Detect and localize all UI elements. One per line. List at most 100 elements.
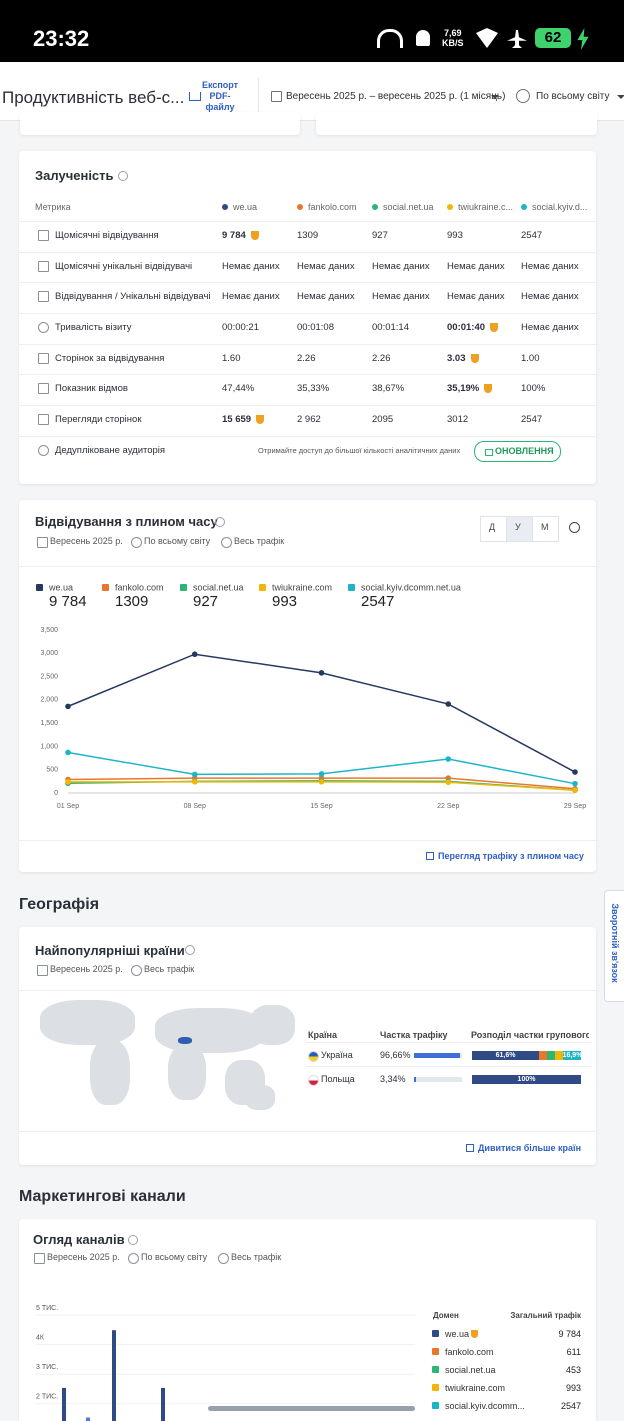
meta: По всьому світу: [144, 536, 211, 546]
charging-icon: [577, 28, 589, 50]
upgrade-button-label[interactable]: ОНОВЛЕННЯ: [495, 446, 554, 456]
cell: 1.60: [222, 353, 241, 364]
section-title: Маркетингові канали: [19, 1188, 186, 1205]
column-header: we.ua: [233, 202, 258, 212]
legend-dot: [297, 204, 303, 210]
map-highlight: [178, 1037, 192, 1044]
row-divider: [19, 282, 596, 283]
engagement-card: [19, 151, 596, 484]
map-land: [250, 1005, 295, 1045]
feedback-label[interactable]: Зворотній зв'язок: [610, 903, 620, 983]
point: [318, 779, 325, 785]
upgrade-note: Отримайте доступ до більшої кількості ан…: [258, 446, 461, 455]
cell: 00:01:08: [297, 322, 334, 333]
domain: we.ua: [445, 1329, 470, 1339]
upgrade-button[interactable]: [474, 441, 561, 462]
icon: [38, 261, 49, 272]
divider: [19, 566, 596, 567]
split-label: 16,9%: [562, 1052, 583, 1059]
x-tick-label: 22 Sep: [437, 803, 459, 810]
info-icon: [215, 517, 225, 527]
dropdown-arrow: [617, 95, 624, 103]
row-divider: [306, 1066, 591, 1067]
table-header: Частка трафіку: [380, 1030, 448, 1040]
export-icon: [189, 92, 201, 101]
table-header: Розподіл частки групового т: [471, 1030, 589, 1040]
icon: [221, 537, 232, 548]
point: [445, 779, 452, 786]
column-header: fankolo.com: [308, 202, 357, 212]
point: [65, 779, 71, 785]
point: [572, 769, 578, 775]
share-label: 3,34%: [380, 1074, 406, 1084]
icon: [131, 965, 142, 976]
share-bar: [414, 1077, 416, 1082]
y-tick-label: 3,000: [40, 650, 58, 657]
metric-label: Відвідування / Унікальні відвідувачі: [55, 291, 211, 302]
point: [191, 651, 198, 658]
meta: Вересень 2025 р.: [50, 536, 123, 546]
period-toggle[interactable]: [506, 516, 533, 542]
period-toggle[interactable]: [532, 516, 559, 542]
link[interactable]: Перегляд трафіку з плином часу: [438, 851, 584, 861]
feedback-tab[interactable]: [604, 890, 624, 1002]
row-divider: [19, 405, 596, 406]
legend-total: 927: [193, 593, 218, 610]
y-tick-label: 5 ТИС.: [36, 1305, 58, 1312]
cell: 00:00:21: [222, 322, 259, 333]
split-segment: [472, 1075, 581, 1084]
date-range[interactable]: Вересень 2025 р. – вересень 2025 р. (1 м…: [286, 91, 506, 102]
share-bar: [414, 1053, 461, 1058]
trophy-icon: [490, 323, 498, 332]
share-icon[interactable]: [569, 522, 580, 533]
cell: 100%: [521, 383, 546, 394]
region[interactable]: По всьому світу: [536, 91, 610, 102]
dropdown-arrow: [491, 95, 499, 103]
cell: 1.00: [521, 353, 540, 364]
divider: [258, 78, 259, 116]
cell: 2.26: [372, 353, 391, 364]
legend-total: 9 784: [49, 593, 87, 610]
cell: 2.26: [297, 353, 316, 364]
card-title: Залученість: [35, 168, 114, 183]
metric-label: Дедупліковане аудиторія: [55, 445, 166, 456]
cell: Немає даних: [222, 291, 280, 302]
point: [318, 670, 325, 676]
table-header: Країна: [308, 1030, 337, 1040]
share-label: 96,66%: [380, 1050, 411, 1060]
period-label[interactable]: Д: [489, 522, 496, 532]
legend-checkbox: [348, 584, 355, 591]
export-button[interactable]: Експорт PDF-файлу: [201, 80, 239, 112]
metric-label: Щомісячні відвідування: [55, 230, 159, 241]
cell: 9 784: [222, 230, 246, 241]
battery: 62: [535, 28, 571, 48]
x-tick-label: 15 Sep: [310, 803, 332, 810]
trophy-icon: [484, 384, 492, 393]
y-tick-label: 1,000: [40, 743, 58, 750]
y-tick-label: 0: [54, 790, 58, 797]
icon: [128, 1253, 139, 1264]
country: Україна: [321, 1050, 353, 1060]
cell: 38,67%: [372, 383, 405, 394]
legend-dot: [372, 204, 378, 210]
card-stub: [316, 112, 597, 135]
split-segment: [562, 1051, 581, 1060]
period-label[interactable]: М: [541, 522, 549, 532]
cell: Немає даних: [297, 291, 355, 302]
trophy-icon: [256, 415, 264, 424]
x-tick-label: 29 Sep: [564, 803, 586, 810]
share-track: [414, 1077, 462, 1082]
card-title: Найпопулярніші країни: [35, 943, 185, 958]
cell: 2095: [372, 414, 394, 425]
point: [191, 779, 198, 785]
split-label: 61,6%: [495, 1052, 516, 1059]
split-label: 100%: [517, 1076, 536, 1083]
link[interactable]: Дивитися більше країн: [478, 1143, 581, 1153]
period-label[interactable]: У: [515, 522, 521, 532]
country: Польща: [321, 1074, 355, 1084]
legend-total: 993: [272, 593, 297, 610]
point: [65, 749, 71, 756]
meta: Весь трафік: [231, 1252, 282, 1262]
bar: [112, 1330, 116, 1421]
domain: fankolo.com: [445, 1347, 494, 1357]
